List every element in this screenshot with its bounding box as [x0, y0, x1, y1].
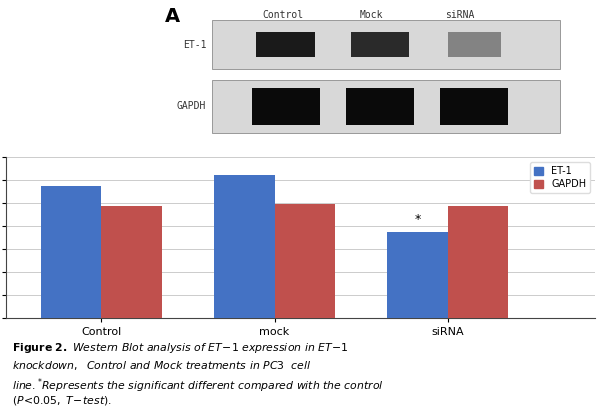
- Bar: [257, 32, 316, 57]
- Bar: [214, 175, 275, 318]
- Bar: [275, 204, 335, 318]
- Bar: [350, 32, 409, 57]
- Bar: [212, 21, 560, 69]
- Text: GAPDH: GAPDH: [177, 101, 206, 111]
- Text: $\it{line.}$$^{*}$$\it{Represents\ the\ significant\ different\ compared\ with\ : $\it{line.}$$^{*}$$\it{Represents\ the\ …: [12, 377, 384, 395]
- Text: Mock: Mock: [359, 10, 383, 20]
- Legend: ET-1, GAPDH: ET-1, GAPDH: [529, 162, 590, 193]
- Bar: [448, 32, 501, 57]
- Text: siRNA: siRNA: [445, 10, 474, 20]
- Bar: [41, 186, 102, 318]
- Bar: [441, 88, 508, 125]
- Text: ET-1: ET-1: [183, 39, 206, 49]
- Bar: [387, 232, 448, 318]
- Text: $\it{knockdown,\ \ Control\ and\ Mock\ treatments\ in\ PC3\ \ cell}$: $\it{knockdown,\ \ Control\ and\ Mock\ t…: [12, 359, 311, 372]
- Text: $\bf{Figure\ 2.}$ $\it{Western\ Blot\ analysis\ of\ ET\!-\!1\ expression\ in\ ET: $\bf{Figure\ 2.}$ $\it{Western\ Blot\ an…: [12, 341, 349, 354]
- Bar: [252, 88, 320, 125]
- Text: A: A: [165, 7, 180, 26]
- Bar: [212, 80, 560, 133]
- Bar: [102, 206, 162, 318]
- Bar: [346, 88, 414, 125]
- Text: Control: Control: [262, 10, 304, 20]
- Text: *: *: [414, 213, 421, 226]
- Text: $\it{(P\!<\!0.05,\ T\!-\!test).}$: $\it{(P\!<\!0.05,\ T\!-\!test).}$: [12, 395, 112, 408]
- Bar: [448, 206, 508, 318]
